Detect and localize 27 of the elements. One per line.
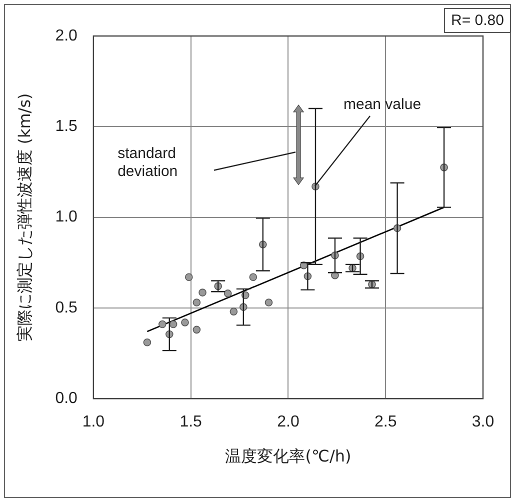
y-axis-title: 実際に測定した弾性波速度 (km/s) — [14, 93, 34, 342]
y-tick-label: 1.5 — [55, 118, 78, 136]
point — [249, 273, 258, 282]
x-tick-label: 2.0 — [277, 414, 300, 431]
point — [169, 320, 178, 328]
y-tick-label: 0.0 — [55, 390, 78, 408]
point — [181, 318, 189, 326]
x-tick-label: 1.0 — [82, 414, 105, 431]
y-tick-label: 2.0 — [55, 27, 78, 44]
x-tick-label: 2.5 — [374, 414, 397, 431]
y-tick-label: 0.5 — [55, 299, 78, 316]
point — [184, 273, 193, 282]
point — [192, 326, 201, 334]
point — [264, 298, 273, 306]
x-tick-label: 3.0 — [472, 414, 494, 431]
text: R= 0.80 — [444, 8, 511, 33]
point — [224, 290, 232, 298]
point — [192, 298, 201, 306]
annotation: standard deviation — [118, 144, 179, 181]
annotation: mean value — [343, 96, 422, 114]
point — [158, 320, 166, 328]
point — [198, 288, 206, 296]
x-axis-title: 温度変化率(℃/h) — [225, 446, 352, 466]
x-tick-label: 1.5 — [180, 414, 202, 431]
point — [143, 338, 152, 346]
y-tick-label: 1.0 — [55, 208, 78, 226]
point — [230, 308, 238, 316]
